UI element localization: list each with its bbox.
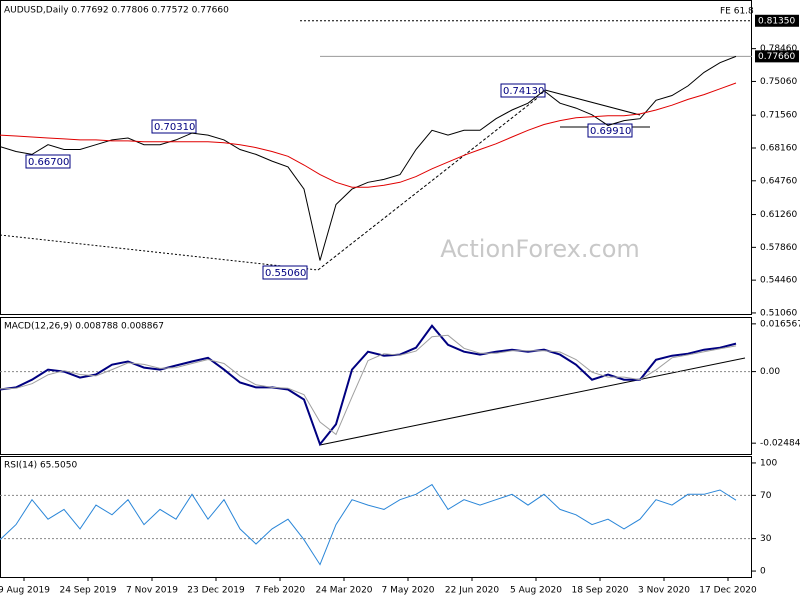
x-tick-label: 24 Sep 2019 [59,586,116,596]
annotation-box [587,123,633,138]
x-tick-label: 9 Aug 2019 [0,586,50,596]
y-tick-label: 0 [760,567,766,577]
annotation-box [500,83,546,98]
y-tick-label: -0.02484 [760,439,800,449]
annotation: 0.55060 [265,268,306,279]
annotations: FE 61.8 0.74130 0.70310 0.66700 0.55060 … [25,7,754,280]
annotation-box [25,154,71,169]
chart-title: AUDUSD,Daily 0.77692 0.77806 0.77572 0.7… [4,6,229,16]
annotation: FE 61.8 [720,7,754,17]
series-line [0,334,737,436]
y-tick-label: 0.016567 [760,319,800,329]
level-label-box [755,50,799,63]
x-tick-label: 7 May 2020 [382,586,435,596]
y-tick-label: 30 [760,534,772,544]
annotation: 0.66700 [28,157,69,168]
series-line [0,483,737,566]
y-tick-label: 0.78460 [760,44,797,54]
series-line [0,82,737,188]
x-tick-label: 3 Nov 2020 [638,586,690,596]
x-tick-label: 17 Dec 2020 [699,586,757,596]
y-tick-label: 0.54460 [760,276,797,286]
x-tick-label: 18 Sep 2020 [571,586,628,596]
y-tick-label: 0.51060 [760,308,797,318]
chart-title: RSI(14) 65.5050 [4,461,77,471]
y-tick-label: 0.61260 [760,210,797,220]
y-tick-label: 0.64760 [760,176,797,186]
annotation: 0.70310 [154,122,195,133]
macd-panel [0,317,752,455]
price-panel [0,0,752,315]
x-tick-label: 23 Dec 2019 [187,586,245,596]
y-tick-label: 70 [760,491,772,501]
trendline [319,357,746,446]
trendline [0,234,319,271]
level-label-box [755,14,799,27]
y-tick-label: 100 [760,458,777,468]
x-tick-label: 5 Aug 2020 [510,586,562,596]
y-tick-label: 0.57860 [760,243,797,253]
series-line [0,324,737,447]
x-tick-label: 22 Jun 2020 [445,586,499,596]
y-tick-label: 0.68160 [760,143,797,153]
y-tick-label: 0.00 [760,367,780,377]
x-tick-label: 24 Mar 2020 [315,586,372,596]
level-label: 0.81350 [758,16,795,26]
level-label: 0.77660 [758,52,795,62]
chart-title: MACD(12,26,9) 0.008788 0.008867 [4,322,164,332]
annotation-box [151,119,197,134]
x-tick-label: 7 Feb 2020 [255,586,306,596]
annotation: 0.74130 [503,86,544,97]
rsi-panel [0,456,752,578]
x-tick-label: 7 Nov 2019 [126,586,178,596]
series-line [0,55,737,261]
y-tick-label: 0.75060 [760,77,797,87]
annotation: 0.69910 [590,126,631,137]
y-tick-label: 0.71560 [760,111,797,121]
watermark: ActionForex.com [440,235,640,263]
trendline [317,91,546,271]
annotation-box [262,265,308,280]
trendline [544,89,641,116]
